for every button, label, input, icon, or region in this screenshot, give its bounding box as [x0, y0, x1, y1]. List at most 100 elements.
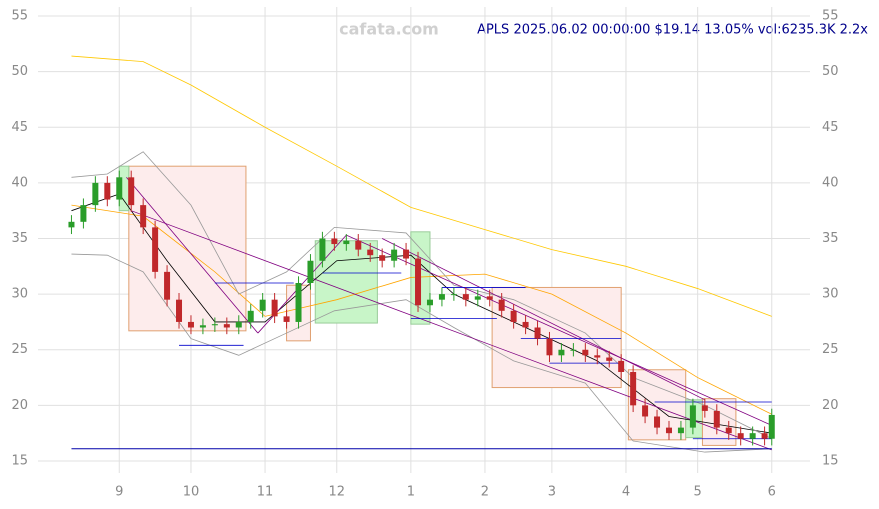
candle-body: [235, 321, 242, 328]
y-tick-label-right: 45: [822, 120, 839, 135]
candle-body: [737, 433, 744, 439]
candle-body: [558, 349, 565, 356]
ma-line: [71, 253, 772, 453]
candle-body: [701, 405, 708, 411]
candle-body: [187, 321, 194, 328]
y-tick-label-right: 20: [822, 398, 839, 413]
candle-body: [438, 294, 445, 300]
y-tick-label: 15: [11, 453, 28, 468]
y-tick-label-right: 40: [822, 175, 839, 190]
candle-body: [642, 405, 649, 417]
trend-line: [131, 210, 772, 451]
zone-box: [128, 165, 247, 332]
candle-body: [415, 258, 422, 306]
candle-body: [331, 238, 338, 245]
candle-body: [570, 349, 577, 351]
candle-body: [80, 205, 87, 222]
y-tick-label: 25: [11, 342, 28, 357]
x-tick-label: 2: [481, 485, 489, 500]
y-tick-label: 30: [11, 287, 28, 302]
y-tick-label: 45: [11, 120, 28, 135]
candle-body: [618, 360, 625, 372]
candle-body: [630, 371, 637, 406]
candle-body: [522, 321, 529, 328]
candle-body: [546, 338, 553, 356]
candle-body: [367, 249, 374, 256]
x-tick-label: 3: [548, 485, 556, 500]
candle-body: [498, 299, 505, 311]
candle-body: [594, 355, 601, 358]
candle-body: [462, 294, 469, 300]
x-tick-label: 6: [768, 485, 776, 500]
candle-body: [534, 327, 541, 339]
candle-body: [307, 260, 314, 283]
candle-body: [271, 299, 278, 317]
x-tick-label: 1: [407, 485, 415, 500]
ma-line: [71, 151, 772, 440]
candle-body: [104, 182, 111, 200]
x-tick-label: 11: [257, 485, 274, 500]
candle-body: [689, 405, 696, 428]
x-tick-label: 4: [622, 485, 630, 500]
candle-body: [677, 427, 684, 434]
y-tick-label: 55: [11, 9, 28, 24]
candle-body: [92, 182, 99, 206]
candle-body: [713, 410, 720, 428]
candle-body: [223, 324, 230, 328]
zone-box: [491, 286, 622, 389]
y-tick-label-right: 50: [822, 64, 839, 79]
y-tick-label: 40: [11, 175, 28, 190]
candle-body: [426, 299, 433, 306]
ma-line: [71, 55, 772, 317]
candle-body: [510, 310, 517, 322]
x-tick-label: 10: [183, 485, 200, 500]
candle-body: [391, 249, 398, 261]
x-tick-label: 12: [328, 485, 345, 500]
y-tick-label-right: 35: [822, 231, 839, 246]
ma-line: [71, 193, 772, 434]
candle-body: [665, 427, 672, 434]
candle-body: [582, 349, 589, 356]
chart-title: APLS 2025.06.02 00:00:00 $19.14 13.05% v…: [477, 23, 868, 38]
candle-body: [450, 294, 457, 296]
candle-body: [749, 433, 756, 439]
candle-body: [176, 299, 183, 322]
trend-line: [126, 177, 259, 334]
candle-body: [474, 296, 481, 300]
y-tick-label: 35: [11, 231, 28, 246]
candle-body: [319, 238, 326, 261]
x-tick-label: 5: [694, 485, 702, 500]
x-tick-label: 9: [115, 485, 123, 500]
candle-body: [152, 227, 159, 272]
candle-body: [140, 205, 147, 228]
candle-body: [199, 325, 206, 328]
candle-body: [295, 282, 302, 322]
candle-body: [164, 271, 171, 300]
candle-body: [343, 240, 350, 245]
candle-body: [211, 324, 218, 326]
y-tick-label: 20: [11, 398, 28, 413]
candle-body: [761, 433, 768, 439]
trend-line: [346, 234, 772, 426]
y-tick-label-right: 25: [822, 342, 839, 357]
candle-body: [379, 255, 386, 261]
candle-body: [355, 240, 362, 250]
candle-body: [259, 299, 266, 311]
y-tick-label-right: 15: [822, 453, 839, 468]
y-tick-label-right: 55: [822, 9, 839, 24]
candle-body: [725, 427, 732, 434]
watermark: cafata.com: [339, 20, 439, 39]
candle-body: [116, 177, 123, 200]
candle-body: [283, 316, 290, 322]
candle-body: [606, 357, 613, 361]
candle-body: [247, 310, 254, 322]
candle-body: [403, 249, 410, 259]
y-tick-label: 50: [11, 64, 28, 79]
trend-line: [381, 238, 706, 401]
candle-body: [68, 221, 75, 228]
trend-line: [257, 234, 347, 334]
candle-body: [654, 416, 661, 428]
candle-body: [768, 414, 775, 439]
candle-body: [486, 296, 493, 300]
